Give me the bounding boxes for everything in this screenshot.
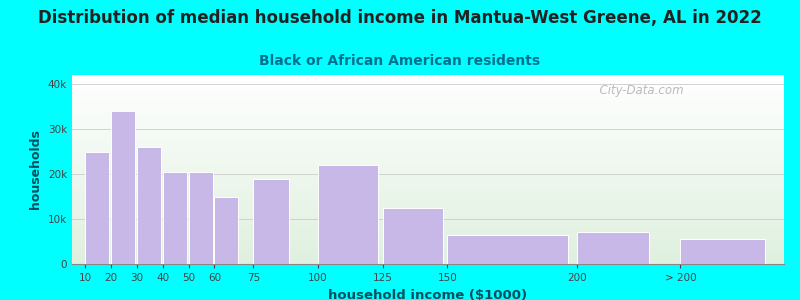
Bar bbox=[447, 235, 568, 264]
Y-axis label: households: households bbox=[30, 130, 42, 209]
X-axis label: household income ($1000): household income ($1000) bbox=[329, 289, 527, 300]
Bar bbox=[85, 152, 109, 264]
Bar bbox=[577, 232, 649, 264]
Text: City-Data.com: City-Data.com bbox=[592, 85, 683, 98]
Bar bbox=[189, 172, 213, 264]
Text: Black or African American residents: Black or African American residents bbox=[259, 54, 541, 68]
Bar bbox=[382, 208, 443, 264]
Text: Distribution of median household income in Mantua-West Greene, AL in 2022: Distribution of median household income … bbox=[38, 9, 762, 27]
Bar bbox=[111, 111, 135, 264]
Bar bbox=[318, 165, 378, 264]
Bar bbox=[254, 178, 290, 264]
Bar bbox=[214, 196, 238, 264]
Bar bbox=[681, 239, 765, 264]
Bar bbox=[162, 172, 186, 264]
Bar bbox=[137, 147, 161, 264]
